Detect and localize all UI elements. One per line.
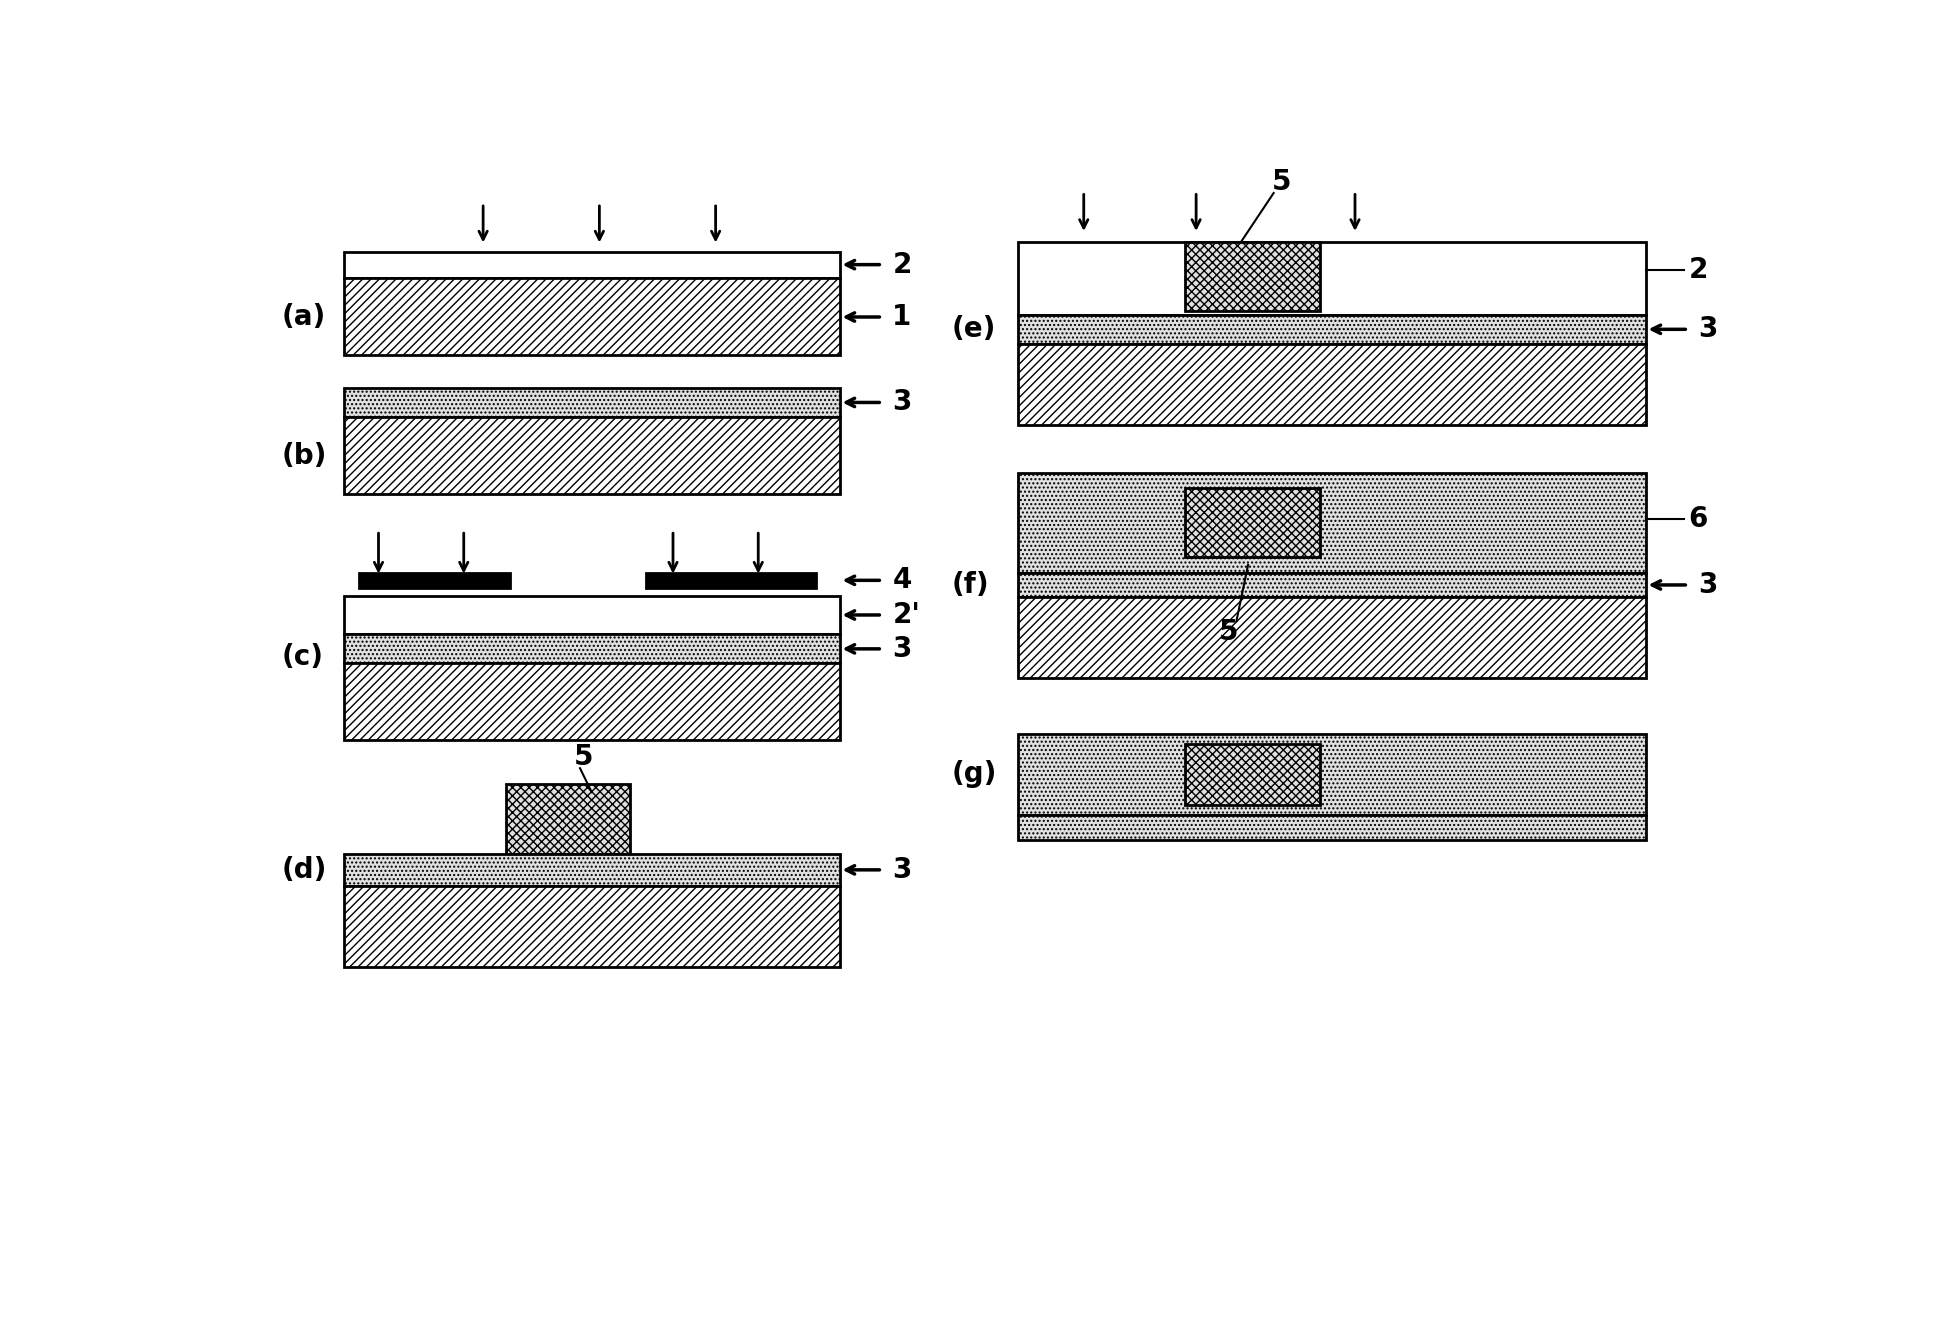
- Text: (b): (b): [282, 442, 326, 470]
- Text: 3: 3: [1698, 570, 1718, 599]
- Text: 1: 1: [892, 303, 911, 331]
- Bar: [1018, 315, 1646, 344]
- Bar: [1185, 487, 1319, 557]
- Text: (a): (a): [282, 303, 326, 331]
- Bar: [645, 573, 816, 588]
- Bar: [344, 252, 839, 279]
- Text: 2: 2: [1688, 256, 1708, 284]
- Text: 5: 5: [1271, 169, 1292, 197]
- Text: 5: 5: [573, 743, 595, 771]
- Text: 3: 3: [892, 856, 911, 884]
- Text: 4: 4: [892, 566, 911, 595]
- Bar: [1018, 473, 1646, 573]
- Bar: [344, 416, 839, 494]
- Text: 5: 5: [1218, 617, 1238, 645]
- Bar: [359, 573, 511, 588]
- Bar: [344, 388, 839, 416]
- Bar: [344, 635, 839, 664]
- Bar: [344, 854, 839, 886]
- Text: 3: 3: [1698, 315, 1718, 343]
- Text: 3: 3: [892, 635, 911, 663]
- Bar: [1185, 241, 1319, 311]
- Bar: [507, 785, 630, 854]
- Bar: [1018, 573, 1646, 597]
- Text: (f): (f): [952, 570, 989, 599]
- Text: (c): (c): [282, 643, 324, 671]
- Bar: [344, 279, 839, 355]
- Text: (d): (d): [282, 856, 326, 884]
- Bar: [1018, 241, 1646, 315]
- Text: (e): (e): [952, 315, 997, 343]
- Bar: [1018, 597, 1646, 678]
- Text: 2: 2: [892, 250, 911, 279]
- Bar: [1185, 743, 1319, 805]
- Bar: [344, 664, 839, 740]
- Bar: [344, 596, 839, 635]
- Bar: [1018, 815, 1646, 840]
- Text: (g): (g): [952, 761, 997, 789]
- Text: 6: 6: [1688, 505, 1708, 533]
- Text: 2': 2': [892, 601, 921, 629]
- Bar: [1018, 734, 1646, 815]
- Bar: [1018, 344, 1646, 424]
- Text: 3: 3: [892, 388, 911, 416]
- Bar: [344, 886, 839, 967]
